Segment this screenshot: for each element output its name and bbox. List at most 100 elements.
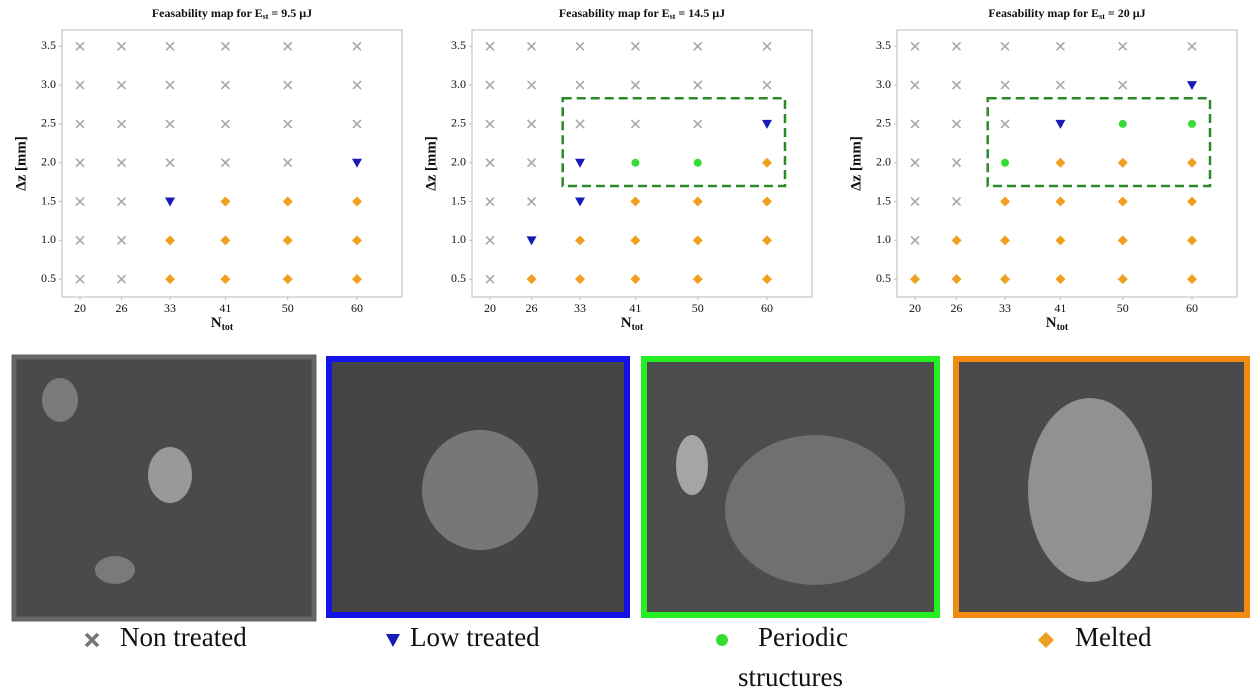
point <box>528 120 536 128</box>
point <box>1119 42 1127 50</box>
x-axis-label: Ntot <box>211 315 234 333</box>
point <box>1055 197 1065 207</box>
x-tick-label: 41 <box>219 301 231 315</box>
point <box>953 42 961 50</box>
point <box>220 274 230 284</box>
point <box>1187 158 1197 168</box>
y-tick-label: 3.5 <box>41 38 56 52</box>
y-tick-label: 2.0 <box>876 154 891 168</box>
chart-title: Feasability map for Est = 9.5 µJ <box>152 6 312 21</box>
x-tick-label: 33 <box>164 301 176 315</box>
point <box>575 274 585 284</box>
point <box>693 197 703 207</box>
point <box>911 42 919 50</box>
plot-frame <box>62 30 402 297</box>
point <box>693 274 703 284</box>
point <box>76 275 84 283</box>
point <box>762 274 772 284</box>
point <box>762 120 772 129</box>
blob <box>1028 398 1152 582</box>
x-tick-label: 20 <box>484 301 496 315</box>
highlight-box <box>988 98 1210 186</box>
point <box>353 42 361 50</box>
point <box>910 274 920 284</box>
point <box>576 81 584 89</box>
point <box>166 42 174 50</box>
point <box>221 81 229 89</box>
x-tick-label: 50 <box>1117 301 1129 315</box>
chart: Feasability map for Est = 9.5 µJ0.51.01.… <box>13 6 402 334</box>
point <box>1056 42 1064 50</box>
y-tick-label: 3.0 <box>876 77 891 91</box>
y-tick-label: 2.5 <box>451 116 466 130</box>
blob <box>95 556 135 584</box>
point <box>118 159 126 167</box>
point <box>693 235 703 245</box>
blob <box>725 435 905 585</box>
point <box>486 236 494 244</box>
x-tick-label: 33 <box>999 301 1011 315</box>
point <box>486 198 494 206</box>
plot-frame <box>472 30 812 297</box>
blob <box>42 378 78 422</box>
point <box>352 235 362 245</box>
point <box>952 235 962 245</box>
point <box>1056 81 1064 89</box>
legend-label: Melted <box>1075 622 1152 652</box>
point <box>911 81 919 89</box>
point <box>1000 235 1010 245</box>
point <box>283 197 293 207</box>
legend-label: Non treated <box>120 622 247 652</box>
point <box>486 42 494 50</box>
x-tick-label: 41 <box>1054 301 1066 315</box>
point <box>1118 197 1128 207</box>
x-axis-label: Ntot <box>621 315 644 333</box>
x-tick-label: 33 <box>574 301 586 315</box>
x-tick-label: 26 <box>526 301 538 315</box>
point <box>1055 120 1065 129</box>
y-tick-label: 3.5 <box>451 38 466 52</box>
point <box>576 42 584 50</box>
x-tick-label: 50 <box>282 301 294 315</box>
point <box>1001 81 1009 89</box>
legend-line: structures <box>738 662 843 692</box>
x-label-subscript: tot <box>1057 322 1069 333</box>
point <box>221 159 229 167</box>
point <box>352 159 362 168</box>
point <box>76 81 84 89</box>
x-label-text: N <box>211 315 222 331</box>
point <box>762 158 772 168</box>
point <box>76 198 84 206</box>
point <box>486 159 494 167</box>
point <box>1118 235 1128 245</box>
point <box>694 42 702 50</box>
point <box>528 159 536 167</box>
point <box>166 120 174 128</box>
x-label-subscript: tot <box>222 322 234 333</box>
point <box>284 120 292 128</box>
y-tick-label: 0.5 <box>876 271 891 285</box>
point <box>1055 235 1065 245</box>
point <box>221 120 229 128</box>
point <box>284 42 292 50</box>
point <box>353 120 361 128</box>
point <box>165 274 175 284</box>
legend-marker <box>1038 632 1054 648</box>
chart-title: Feasability map for Est = 20 µJ <box>988 6 1145 21</box>
point <box>630 197 640 207</box>
point <box>1055 158 1065 168</box>
point <box>952 274 962 284</box>
point <box>575 198 585 207</box>
y-axis-label: Δz [mm] <box>423 136 439 191</box>
y-tick-label: 2.5 <box>41 116 56 130</box>
point <box>528 81 536 89</box>
x-tick-label: 60 <box>761 301 773 315</box>
y-tick-label: 1.5 <box>876 193 891 207</box>
point <box>1055 274 1065 284</box>
blob <box>422 430 538 550</box>
point <box>911 120 919 128</box>
x-label-text: N <box>1046 315 1057 331</box>
title-suffix: = 14.5 µJ <box>675 6 725 20</box>
point <box>631 42 639 50</box>
